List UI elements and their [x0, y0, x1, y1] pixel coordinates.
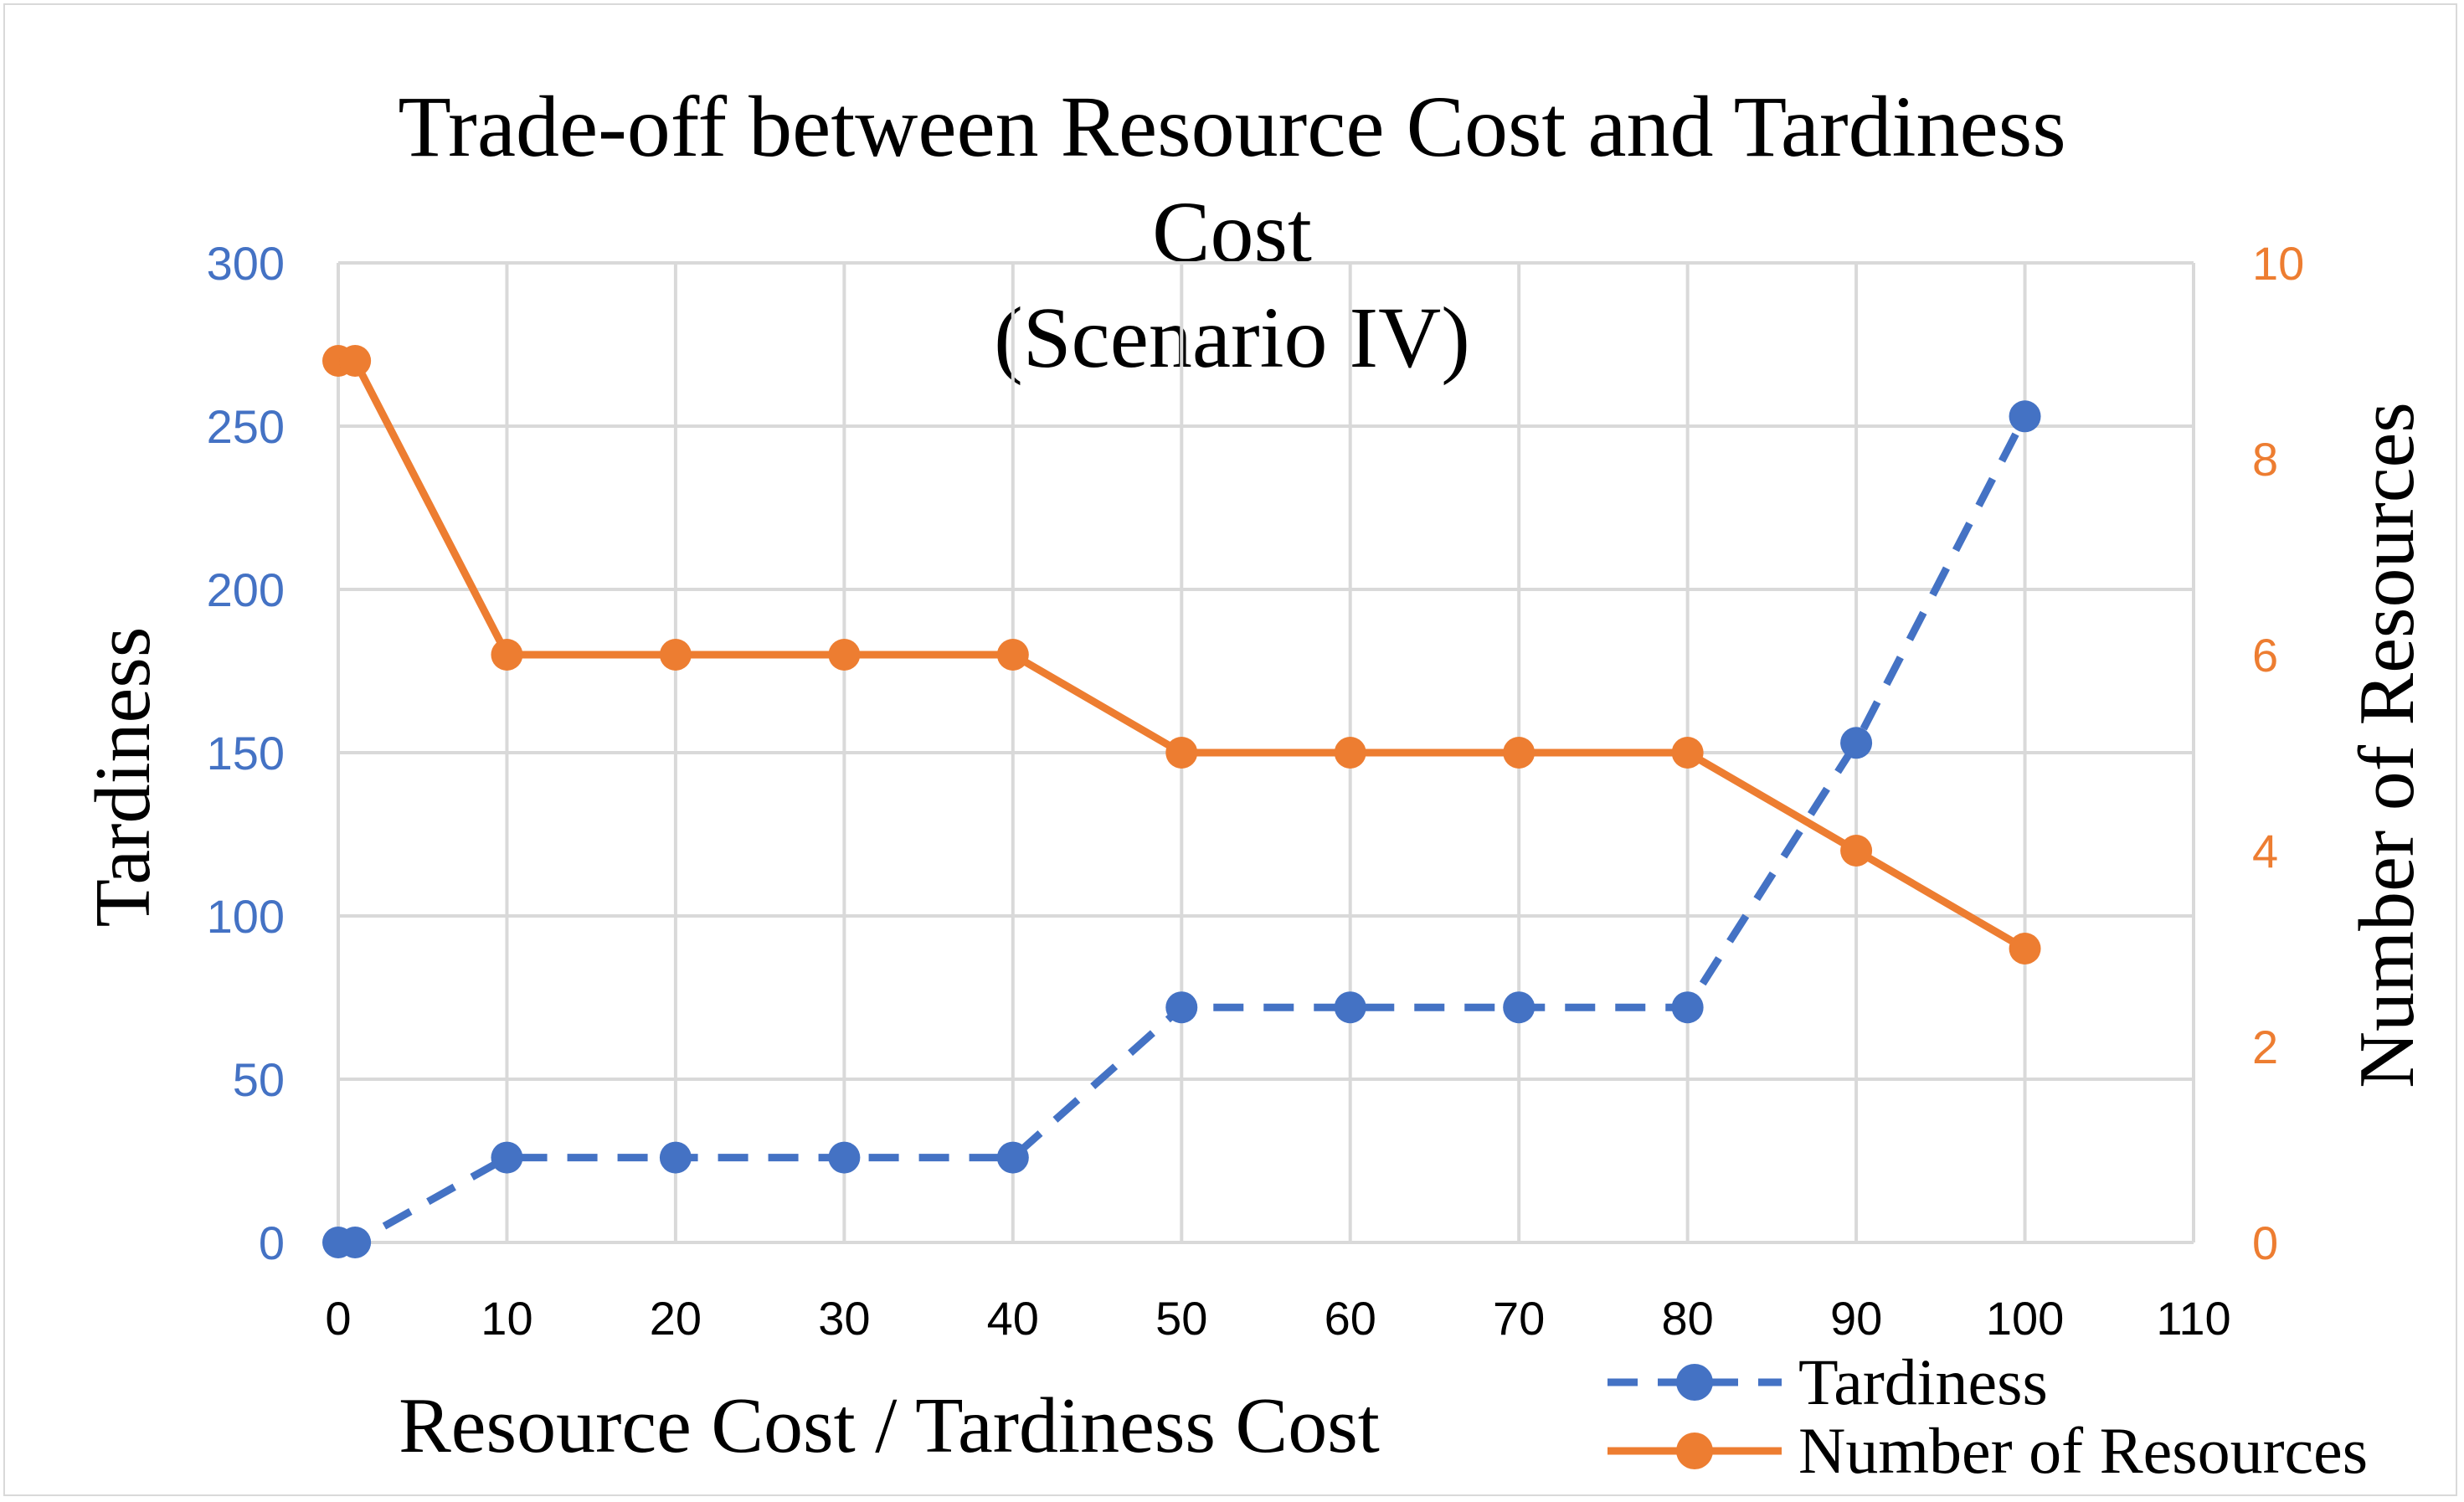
data-point-tardiness: [1503, 991, 1535, 1024]
data-point-tardiness: [491, 1141, 523, 1174]
data-point-number-of-resources: [1840, 835, 1873, 867]
x-tick-label: 80: [1661, 1292, 1713, 1345]
y2-tick-label: 8: [2252, 433, 2278, 486]
legend-tardiness-label: Tardiness: [1798, 1345, 2048, 1418]
y2-tick-label: 10: [2252, 237, 2304, 290]
data-point-tardiness: [339, 1227, 372, 1258]
data-point-number-of-resources: [2009, 933, 2041, 964]
series-line-tardiness: [338, 414, 2029, 1247]
y2-axis-title: Number of Resources: [2343, 402, 2431, 1088]
y2-tick-label: 2: [2252, 1021, 2278, 1073]
series-number-of-resources: [322, 345, 2041, 964]
data-point-tardiness: [1334, 991, 1366, 1024]
data-point-number-of-resources: [491, 639, 523, 671]
x-tick-label: 60: [1325, 1292, 1376, 1345]
series-tardiness: [322, 400, 2041, 1258]
x-tick-label: 70: [1493, 1292, 1545, 1345]
chart-title-line-1: Trade-off between Resource Cost and Tard…: [398, 79, 2066, 175]
x-tick-label: 0: [325, 1292, 351, 1345]
y2-tick-label: 6: [2252, 629, 2278, 682]
data-point-number-of-resources: [1671, 737, 1704, 769]
y-tick-label: 50: [233, 1053, 285, 1106]
y-tick-label: 250: [207, 400, 285, 453]
x-tick-label: 100: [1986, 1292, 2064, 1345]
data-point-tardiness: [828, 1141, 861, 1174]
data-point-number-of-resources: [1503, 737, 1535, 769]
legend-resources-label: Number of Resources: [1798, 1414, 2368, 1487]
legend: Tardiness Number of Resources: [1608, 1345, 2368, 1487]
data-point-tardiness: [2009, 400, 2041, 433]
data-point-tardiness: [1671, 991, 1704, 1024]
data-point-number-of-resources: [828, 639, 861, 671]
data-point-number-of-resources: [1165, 737, 1198, 769]
series-line-number-of-resources: [338, 357, 2027, 952]
legend-resources-marker: [1676, 1433, 1713, 1469]
y-tick-label: 100: [207, 890, 285, 943]
legend-item-tardiness: Tardiness: [1608, 1345, 2048, 1418]
x-tick-label: 40: [987, 1292, 1039, 1345]
x-tick-label: 20: [650, 1292, 702, 1345]
y-tick-label: 150: [207, 727, 285, 779]
x-tick-label: 50: [1155, 1292, 1207, 1345]
data-point-tardiness: [1840, 727, 1873, 759]
y-tick-label: 200: [207, 563, 285, 616]
data-point-tardiness: [1165, 991, 1198, 1024]
y-axis-title: Tardiness: [80, 627, 167, 928]
y-tick-label: 0: [259, 1217, 285, 1269]
x-tick-label: 10: [481, 1292, 532, 1345]
y-tick-label: 300: [207, 237, 285, 290]
legend-item-resources: Number of Resources: [1608, 1414, 2368, 1487]
legend-tardiness-marker: [1676, 1364, 1713, 1401]
data-point-number-of-resources: [339, 345, 372, 377]
x-axis-title: Resource Cost / Tardiness Cost: [399, 1382, 1380, 1469]
x-tick-label: 110: [2156, 1292, 2230, 1345]
chart-title-line-3: (Scenario IV): [994, 290, 1470, 386]
x-tick-label: 30: [818, 1292, 870, 1345]
data-point-number-of-resources: [996, 639, 1029, 671]
y2-tick-label: 0: [2252, 1217, 2278, 1269]
data-point-tardiness: [659, 1141, 692, 1174]
y2-tick-label: 4: [2252, 825, 2278, 877]
series: [322, 345, 2041, 1258]
data-point-tardiness: [996, 1141, 1029, 1174]
data-point-number-of-resources: [1334, 737, 1366, 769]
data-point-number-of-resources: [659, 639, 692, 671]
x-tick-label: 90: [1830, 1292, 1882, 1345]
